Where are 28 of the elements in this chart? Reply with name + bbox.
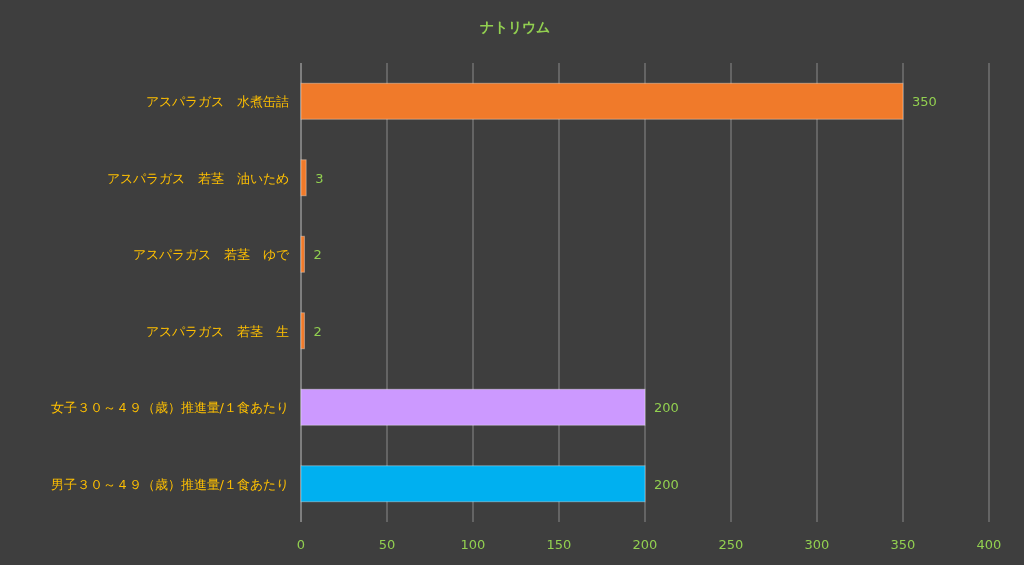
data-label: 200 xyxy=(654,476,679,492)
x-tick-label: 250 xyxy=(718,537,744,552)
x-tick-label: 300 xyxy=(804,537,830,552)
data-label: 200 xyxy=(654,400,679,416)
x-tick-label: 150 xyxy=(546,537,572,552)
bar xyxy=(300,82,904,120)
y-tick-label: 男子３０～４９（歳）推進量/１食あたり xyxy=(50,476,289,492)
y-tick-label: アスパラガス 若茎 ゆで xyxy=(133,247,290,263)
x-tick-label: 0 xyxy=(296,537,306,552)
bar xyxy=(300,235,305,273)
bar xyxy=(300,388,646,426)
data-label: 3 xyxy=(315,170,324,186)
x-tick-label: 400 xyxy=(976,537,1002,552)
bar xyxy=(300,465,646,503)
x-tick-label: 350 xyxy=(890,537,916,552)
data-label: 350 xyxy=(912,94,937,110)
data-label: 2 xyxy=(313,247,322,263)
y-tick-label: アスパラガス 水煮缶詰 xyxy=(146,94,289,110)
x-tick-label: 100 xyxy=(460,537,486,552)
chart-title: ナトリウム xyxy=(480,19,550,35)
x-tick-label: 200 xyxy=(632,537,658,552)
x-tick-label: 50 xyxy=(378,537,396,552)
bar xyxy=(300,312,305,350)
y-tick-label: アスパラガス 若茎 油いため xyxy=(107,170,289,186)
data-label: 2 xyxy=(313,323,322,339)
bar xyxy=(300,159,307,197)
y-tick-label: アスパラガス 若茎 生 xyxy=(146,323,289,339)
y-tick-label: 女子３０～４９（歳）推進量/１食あたり xyxy=(50,400,289,416)
